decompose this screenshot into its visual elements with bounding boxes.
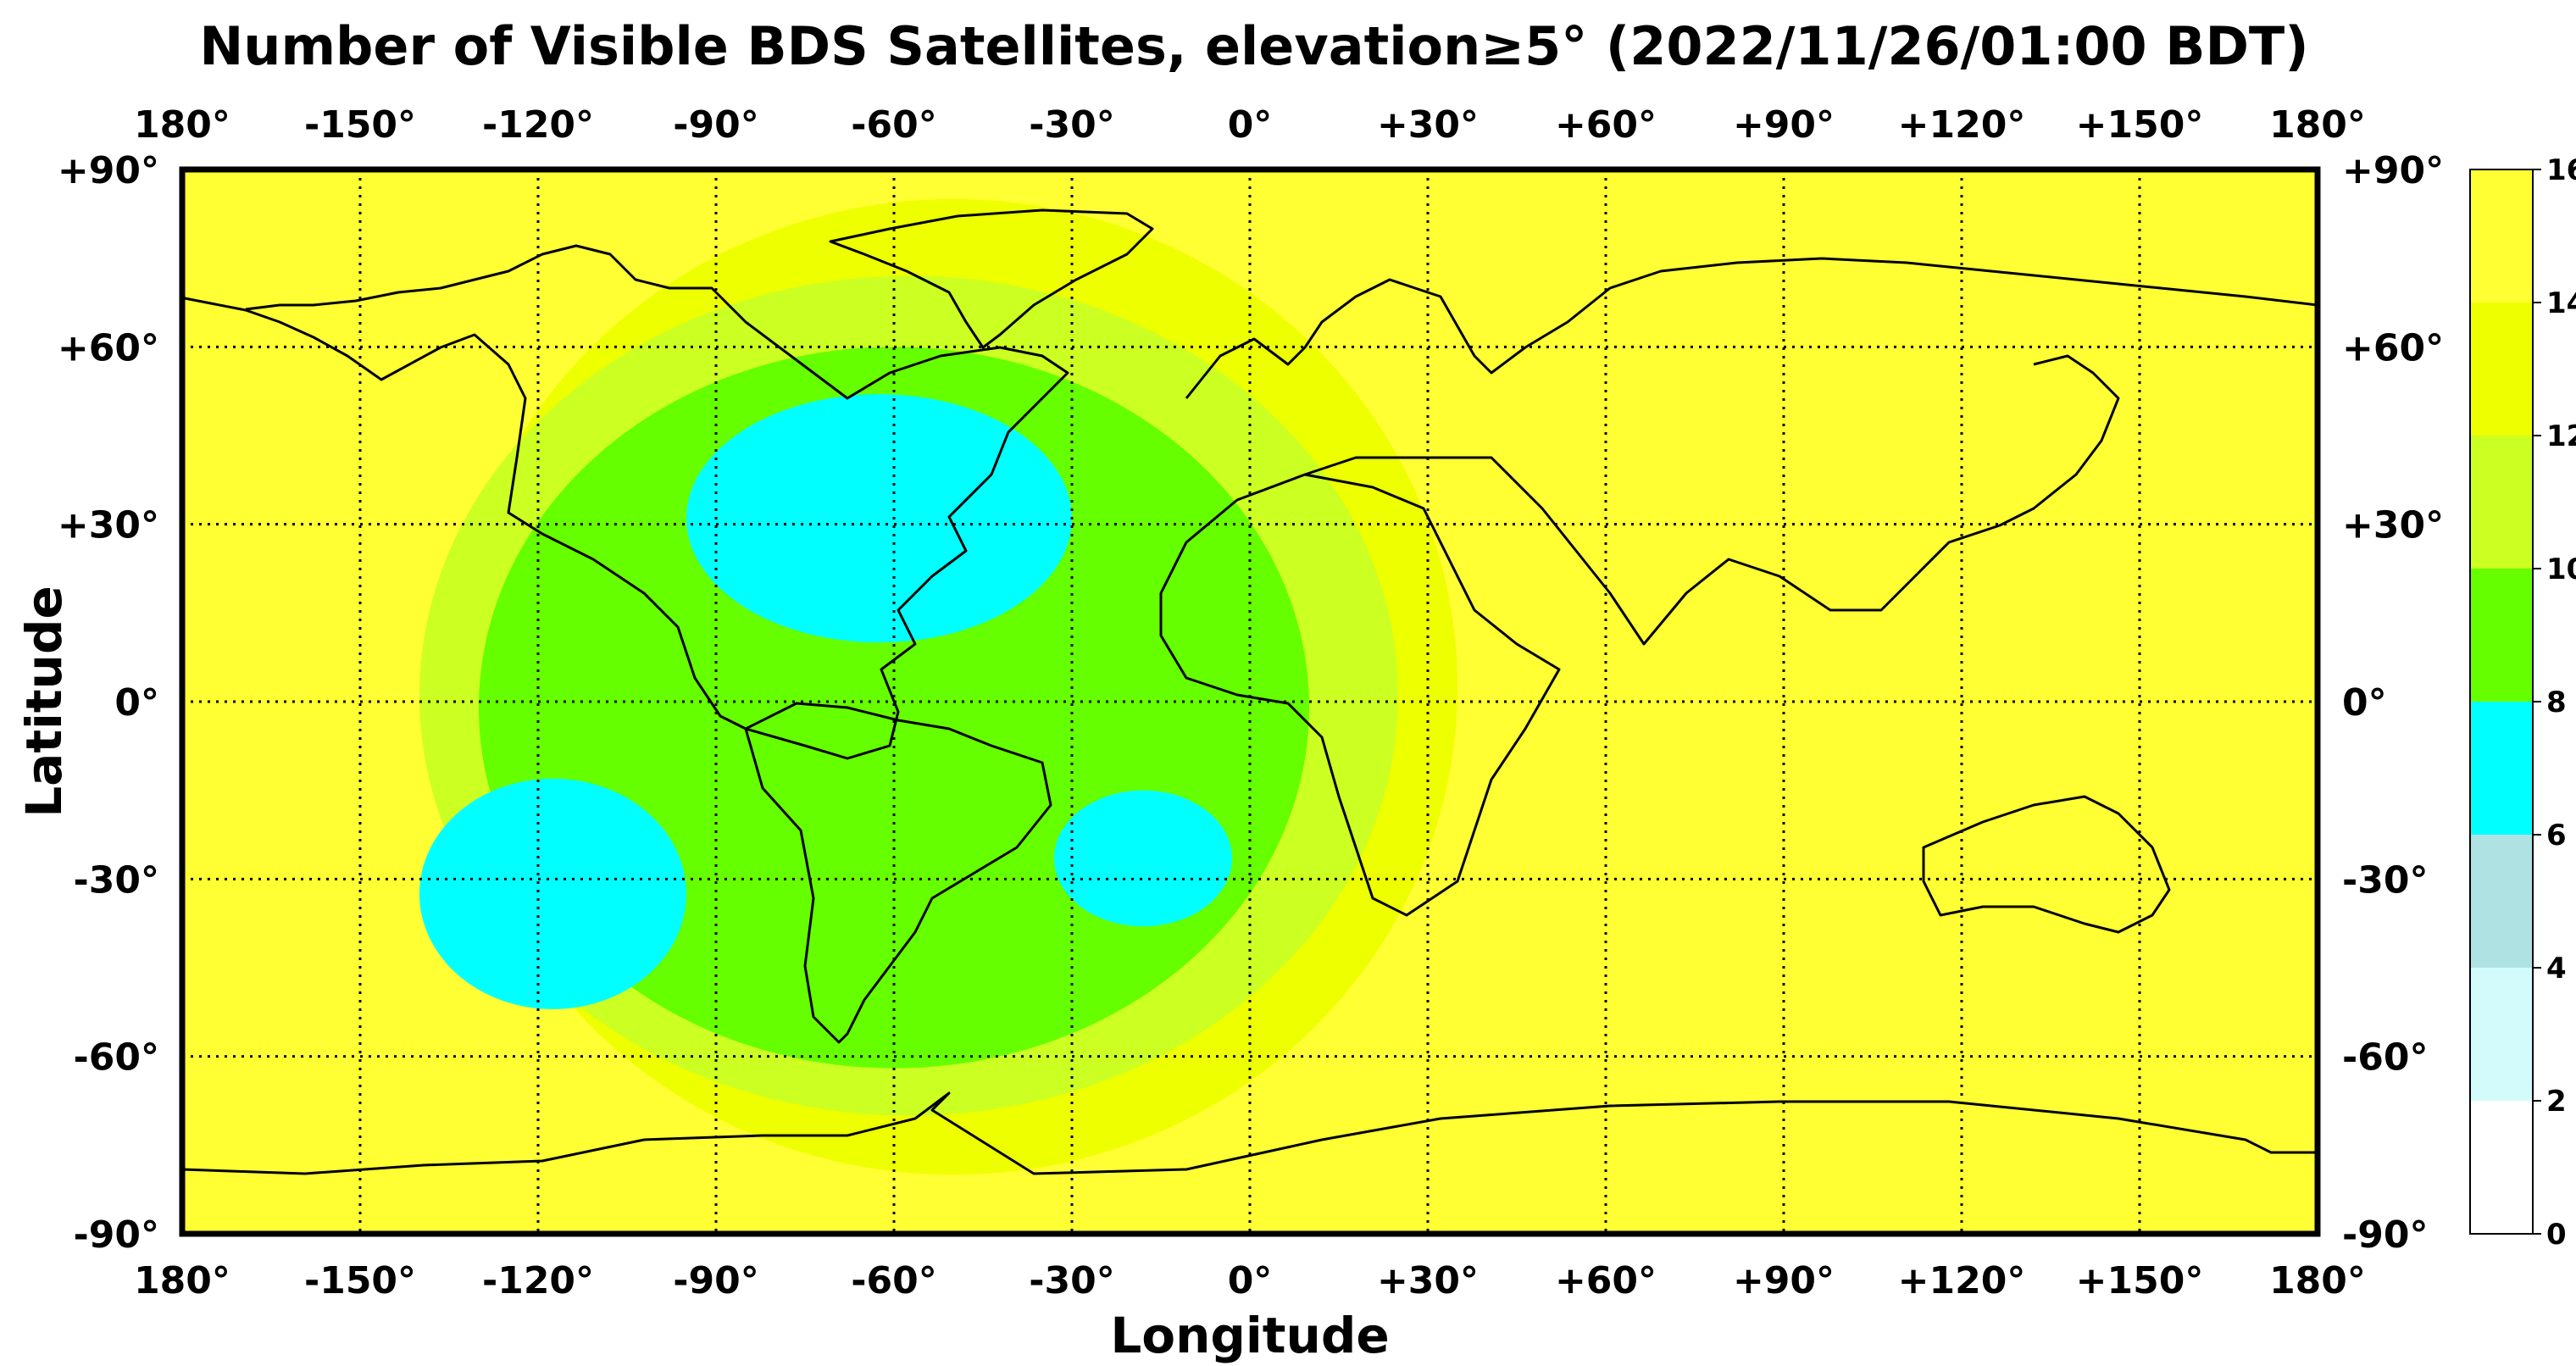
- coastline-south-america: [744, 702, 1052, 1044]
- x-tick-label-top: -30°: [1029, 103, 1115, 147]
- coastline-antarctica: [182, 1091, 2318, 1175]
- coastline-africa: [1159, 473, 1561, 917]
- y-tick-label-right: +30°: [2342, 504, 2444, 547]
- visibility-region-5: [1054, 790, 1232, 927]
- y-tick-label-right: +90°: [2342, 149, 2444, 192]
- x-tick-label-top: +150°: [2076, 103, 2204, 147]
- colorbar-tick-label: 4: [2546, 952, 2567, 986]
- y-tick-label-left: +60°: [58, 326, 159, 369]
- x-tick-label-bottom: +60°: [1555, 1259, 1657, 1302]
- x-tick-label-bottom: -60°: [851, 1259, 937, 1302]
- x-tick-label-top: 0°: [1228, 103, 1273, 147]
- x-tick-label-bottom: 180°: [2269, 1259, 2366, 1302]
- y-tick-label-left: 0°: [114, 681, 159, 725]
- colorbar-bin: [2470, 1101, 2533, 1234]
- visibility-region-4: [419, 778, 686, 1009]
- y-tick-label-left: -60°: [74, 1036, 160, 1080]
- y-tick-label-left: -30°: [74, 858, 160, 902]
- x-tick-label-bottom: +120°: [1898, 1259, 2026, 1302]
- x-axis-label: Longitude: [1110, 1307, 1389, 1364]
- y-tick-label-left: -90°: [74, 1213, 160, 1257]
- x-tick-label-bottom: +90°: [1733, 1259, 1835, 1302]
- x-tick-label-top: -150°: [304, 103, 416, 147]
- visibility-region-3: [686, 394, 1072, 643]
- y-tick-label-right: -30°: [2342, 858, 2429, 902]
- x-tick-label-bottom: 0°: [1228, 1259, 1273, 1302]
- x-tick-label-bottom: -120°: [482, 1259, 594, 1302]
- x-tick-label-bottom: +30°: [1377, 1259, 1479, 1302]
- coastline-greenland: [829, 208, 1154, 349]
- y-tick-label-right: 0°: [2342, 681, 2387, 725]
- colorbar-bin: [2470, 968, 2533, 1101]
- y-tick-label-right: +60°: [2342, 326, 2444, 369]
- map-title: Number of Visible BDS Satellites, elevat…: [199, 15, 2309, 77]
- colorbar-bin: [2470, 702, 2533, 835]
- colorbar-tick-label: 2: [2546, 1085, 2567, 1119]
- x-tick-label-top: -60°: [851, 103, 937, 147]
- x-tick-label-top: 180°: [134, 103, 230, 147]
- colorbar-tick-label: 6: [2546, 819, 2567, 852]
- x-tick-label-top: +90°: [1733, 103, 1835, 147]
- colorbar-bin: [2470, 303, 2533, 436]
- x-tick-label-bottom: -90°: [673, 1259, 759, 1302]
- coastlines: [182, 208, 2318, 1175]
- plot-frame: [179, 166, 2321, 1237]
- colorbar-tick-label: 0: [2546, 1218, 2567, 1252]
- coastline-eurasia: [1185, 257, 2318, 646]
- x-tick-label-top: +30°: [1377, 103, 1479, 147]
- colorbar-tick-label: 16: [2546, 153, 2576, 187]
- x-tick-label-top: +120°: [1898, 103, 2026, 147]
- x-tick-label-top: -120°: [482, 103, 594, 147]
- plot-area: [179, 166, 2321, 1237]
- colorbar-bin: [2470, 169, 2533, 303]
- coastline-australia: [1922, 795, 2171, 934]
- x-tick-label-bottom: 180°: [134, 1259, 230, 1302]
- y-tick-label-right: -90°: [2342, 1213, 2429, 1257]
- y-tick-label-left: +30°: [58, 504, 159, 547]
- x-tick-label-top: -90°: [673, 103, 759, 147]
- x-tick-label-top: 180°: [2269, 103, 2366, 147]
- colorbar-tick-label: 12: [2546, 419, 2576, 453]
- x-tick-label-bottom: -150°: [304, 1259, 416, 1302]
- colorbar-tick-label: 10: [2546, 553, 2576, 586]
- colorbar-tick-label: 8: [2546, 686, 2567, 719]
- y-axis-label: Latitude: [15, 586, 73, 818]
- colorbar: 16 14 12 10 8 6 4 2 0: [2469, 153, 2576, 1252]
- colorbar-tick-label: 14: [2546, 286, 2576, 320]
- x-tick-label-bottom: -30°: [1029, 1259, 1115, 1302]
- x-tick-label-top: +60°: [1555, 103, 1657, 147]
- y-tick-label-left: +90°: [58, 149, 159, 192]
- y-tick-label-right: -60°: [2342, 1036, 2429, 1080]
- colorbar-bin: [2470, 569, 2533, 702]
- coastline-north-america: [184, 244, 1069, 760]
- colorbar-bin: [2470, 436, 2533, 569]
- colorbar-bin: [2470, 835, 2533, 968]
- x-tick-label-bottom: +150°: [2076, 1259, 2204, 1302]
